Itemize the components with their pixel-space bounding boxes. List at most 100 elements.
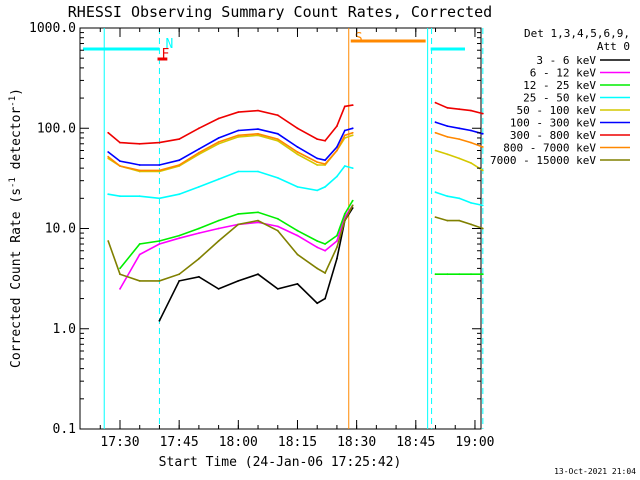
- data-point-25-50-kev: [178, 193, 181, 196]
- data-point-800-7000-kev: [198, 151, 200, 154]
- data-point-300-800-kev: [446, 106, 449, 109]
- data-point-100-300-kev: [178, 159, 181, 162]
- data-point-800-7000-kev: [336, 149, 338, 152]
- data-point-25-50-kev: [138, 195, 141, 198]
- legend-label-6-12-kev: 6 - 12 keV: [530, 67, 597, 80]
- data-point-100-300-kev: [296, 146, 299, 148]
- footer-date: 13-Oct-2021 21:04: [554, 467, 636, 476]
- data-point-50-100-kev: [217, 142, 220, 145]
- data-point-7000-15000-kev: [458, 219, 461, 222]
- data-point-7000-15000-kev: [107, 240, 110, 242]
- series-line-12-25-kev: [119, 200, 354, 269]
- data-point-800-7000-kev: [296, 151, 299, 153]
- data-point-800-7000-kev: [470, 141, 472, 144]
- data-point-12-25-kev: [296, 229, 299, 232]
- data-point-800-7000-kev: [351, 131, 354, 134]
- data-point-800-7000-kev: [434, 131, 437, 134]
- data-point-100-300-kev: [316, 157, 319, 160]
- data-point-25-50-kev: [446, 195, 449, 198]
- data-point-800-7000-kev: [257, 132, 259, 135]
- data-point-7000-15000-kev: [119, 273, 121, 276]
- data-point-7000-15000-kev: [198, 257, 200, 260]
- data-point-12-25-kev: [324, 243, 326, 245]
- data-point-25-50-kev: [343, 165, 346, 167]
- data-point-6-12-kev: [178, 237, 181, 240]
- data-point-7000-15000-kev: [351, 204, 354, 207]
- data-point-300-800-kev: [198, 127, 200, 130]
- data-point-300-800-kev: [343, 105, 346, 108]
- data-point-300-800-kev: [107, 131, 110, 134]
- data-point-100-300-kev: [257, 128, 259, 131]
- annotations: NF S: [83, 31, 465, 62]
- data-point-12-25-kev: [178, 234, 181, 237]
- data-point-6-12-kev: [257, 221, 259, 224]
- legend-label-25-50-kev: 25 - 50 keV: [523, 92, 596, 105]
- data-point-25-50-kev: [324, 186, 326, 188]
- data-point-7000-15000-kev: [446, 219, 449, 222]
- y-tick-label: 0.1: [53, 422, 76, 437]
- data-point-12-25-kev: [481, 273, 484, 276]
- x-tick-label: 18:30: [337, 435, 376, 450]
- data-point-100-300-kev: [138, 164, 141, 166]
- series-line-800-7000-kev: [107, 132, 353, 172]
- data-point-7000-15000-kev: [138, 280, 141, 282]
- series-line-25-50-kev: [108, 165, 353, 200]
- legend-label-800-7000-kev: 800 - 7000 keV: [503, 142, 596, 155]
- data-point-7000-15000-kev: [336, 246, 338, 249]
- data-point-300-800-kev: [470, 109, 472, 112]
- data-point-7000-15000-kev: [434, 216, 437, 219]
- data-point-6-12-kev: [316, 246, 319, 249]
- data-point-12-25-kev: [119, 267, 121, 270]
- data-point-25-50-kev: [470, 202, 472, 204]
- data-point-300-800-kev: [276, 114, 279, 117]
- data-point-800-7000-kev: [316, 161, 319, 164]
- y-tick-label: 10.0: [45, 222, 76, 237]
- data-point-25-50-kev: [458, 197, 461, 200]
- data-point-50-100-kev: [446, 153, 449, 156]
- series-line-50-100-kev: [107, 134, 353, 173]
- series-line-300-800-kev: [107, 104, 353, 145]
- data-point-25-50-kev: [237, 170, 240, 173]
- series-line-7000-15000-kev: [107, 205, 354, 282]
- plot-area: NF S: [79, 27, 484, 430]
- data-point-25-50-kev: [316, 189, 319, 192]
- data-point-300-800-kev: [351, 104, 354, 106]
- data-point-100-300-kev: [107, 151, 110, 153]
- data-point-3-6-kev: [324, 297, 326, 300]
- data-point-12-25-kev: [470, 273, 472, 276]
- legend-label-100-300-kev: 100 - 300 keV: [510, 117, 596, 130]
- data-point-12-25-kev: [217, 219, 220, 222]
- data-point-25-50-kev: [481, 204, 484, 207]
- y-tick-label: 100.0: [37, 121, 76, 136]
- data-point-3-6-kev: [296, 283, 299, 285]
- data-point-300-800-kev: [237, 111, 240, 113]
- data-point-3-6-kev: [158, 319, 161, 322]
- data-point-6-12-kev: [296, 234, 299, 237]
- data-point-6-12-kev: [336, 240, 338, 242]
- data-point-25-50-kev: [434, 191, 437, 194]
- data-point-300-800-kev: [434, 101, 437, 104]
- data-point-7000-15000-kev: [343, 219, 346, 222]
- data-point-7000-15000-kev: [316, 267, 319, 270]
- chart-title: RHESSI Observing Summary Count Rates, Co…: [68, 3, 492, 21]
- x-tick-label: 18:15: [278, 435, 317, 450]
- data-point-3-6-kev: [237, 280, 240, 282]
- data-point-300-800-kev: [217, 117, 220, 120]
- data-point-100-300-kev: [351, 127, 354, 130]
- data-point-3-6-kev: [217, 288, 220, 290]
- data-point-100-300-kev: [119, 160, 121, 163]
- data-point-50-100-kev: [434, 149, 437, 152]
- data-point-3-6-kev: [276, 288, 279, 290]
- data-point-300-800-kev: [481, 112, 484, 115]
- data-point-12-25-kev: [336, 234, 338, 237]
- data-point-100-300-kev: [446, 125, 449, 127]
- data-point-6-12-kev: [276, 225, 279, 228]
- data-point-100-300-kev: [470, 129, 472, 132]
- x-tick-label: 19:00: [455, 435, 494, 450]
- data-point-25-50-kev: [336, 175, 338, 178]
- data-point-12-25-kev: [458, 273, 461, 276]
- series-lines: [107, 101, 484, 322]
- data-point-12-25-kev: [434, 273, 437, 276]
- x-axis-label: Start Time (24-Jan-06 17:25:42): [159, 455, 402, 470]
- data-point-25-50-kev: [351, 167, 354, 170]
